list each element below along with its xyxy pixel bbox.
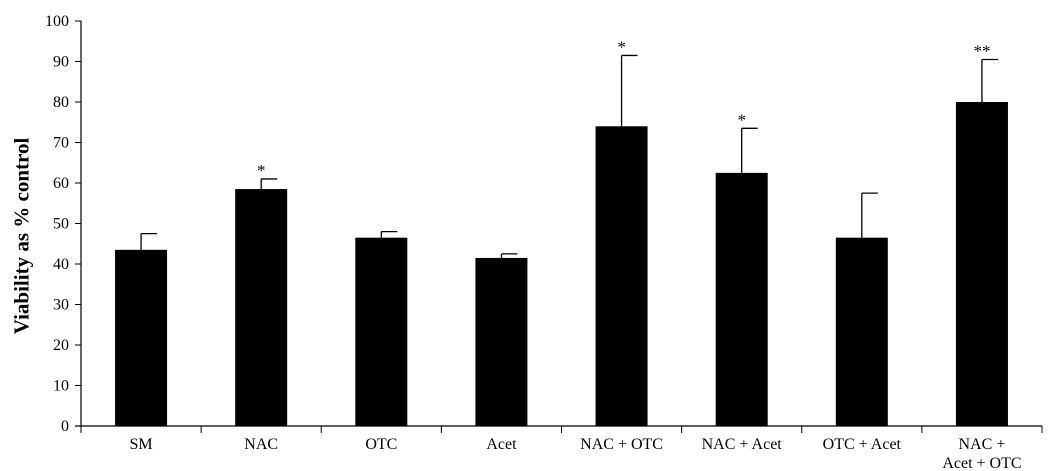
y-tick-label: 80 <box>53 94 69 111</box>
x-tick-label: NAC + Acet <box>702 436 783 453</box>
bar <box>235 189 288 426</box>
y-tick-label: 50 <box>53 216 69 233</box>
x-tick-label: NAC + OTC <box>580 436 663 453</box>
x-tick-labels: SM NAC OTC Acet NAC + OTC NAC + Acet OTC + Ace… <box>130 436 1022 471</box>
y-tick-label: 70 <box>53 135 69 152</box>
y-tick-label: 40 <box>53 256 69 273</box>
x-tick-label: NAC + <box>959 436 1006 453</box>
y-tick-label: 60 <box>53 175 69 192</box>
bar <box>115 249 168 426</box>
significance-annotation: * <box>257 161 266 180</box>
axes: 0 10 20 30 40 50 60 70 80 90 100 <box>45 13 1043 435</box>
y-tick-label: 90 <box>53 54 69 71</box>
x-tick-label: NAC <box>244 436 278 453</box>
y-tick-label: 30 <box>53 297 69 314</box>
significance-annotation: * <box>737 110 746 129</box>
y-tick-label: 10 <box>53 378 69 395</box>
bar <box>475 257 528 426</box>
x-tick-label: Acet <box>486 436 517 453</box>
significance-annotation: ** <box>973 41 990 60</box>
x-tick-label: OTC <box>365 436 397 453</box>
bar <box>715 172 768 426</box>
bars: ***** <box>115 37 1008 427</box>
y-axis-label: Viability as % control <box>9 137 34 335</box>
bar <box>595 126 648 427</box>
bar <box>955 102 1008 426</box>
x-tick-label: OTC + Acet <box>823 436 902 453</box>
x-tick-label: SM <box>130 436 153 453</box>
y-tick-label: 100 <box>45 13 69 30</box>
significance-annotation: * <box>617 37 626 56</box>
y-tick-label: 0 <box>61 418 69 435</box>
bar <box>835 237 888 426</box>
x-tick-label: Acet + OTC <box>942 455 1021 471</box>
bar <box>355 237 408 426</box>
y-tick-label: 20 <box>53 337 69 354</box>
